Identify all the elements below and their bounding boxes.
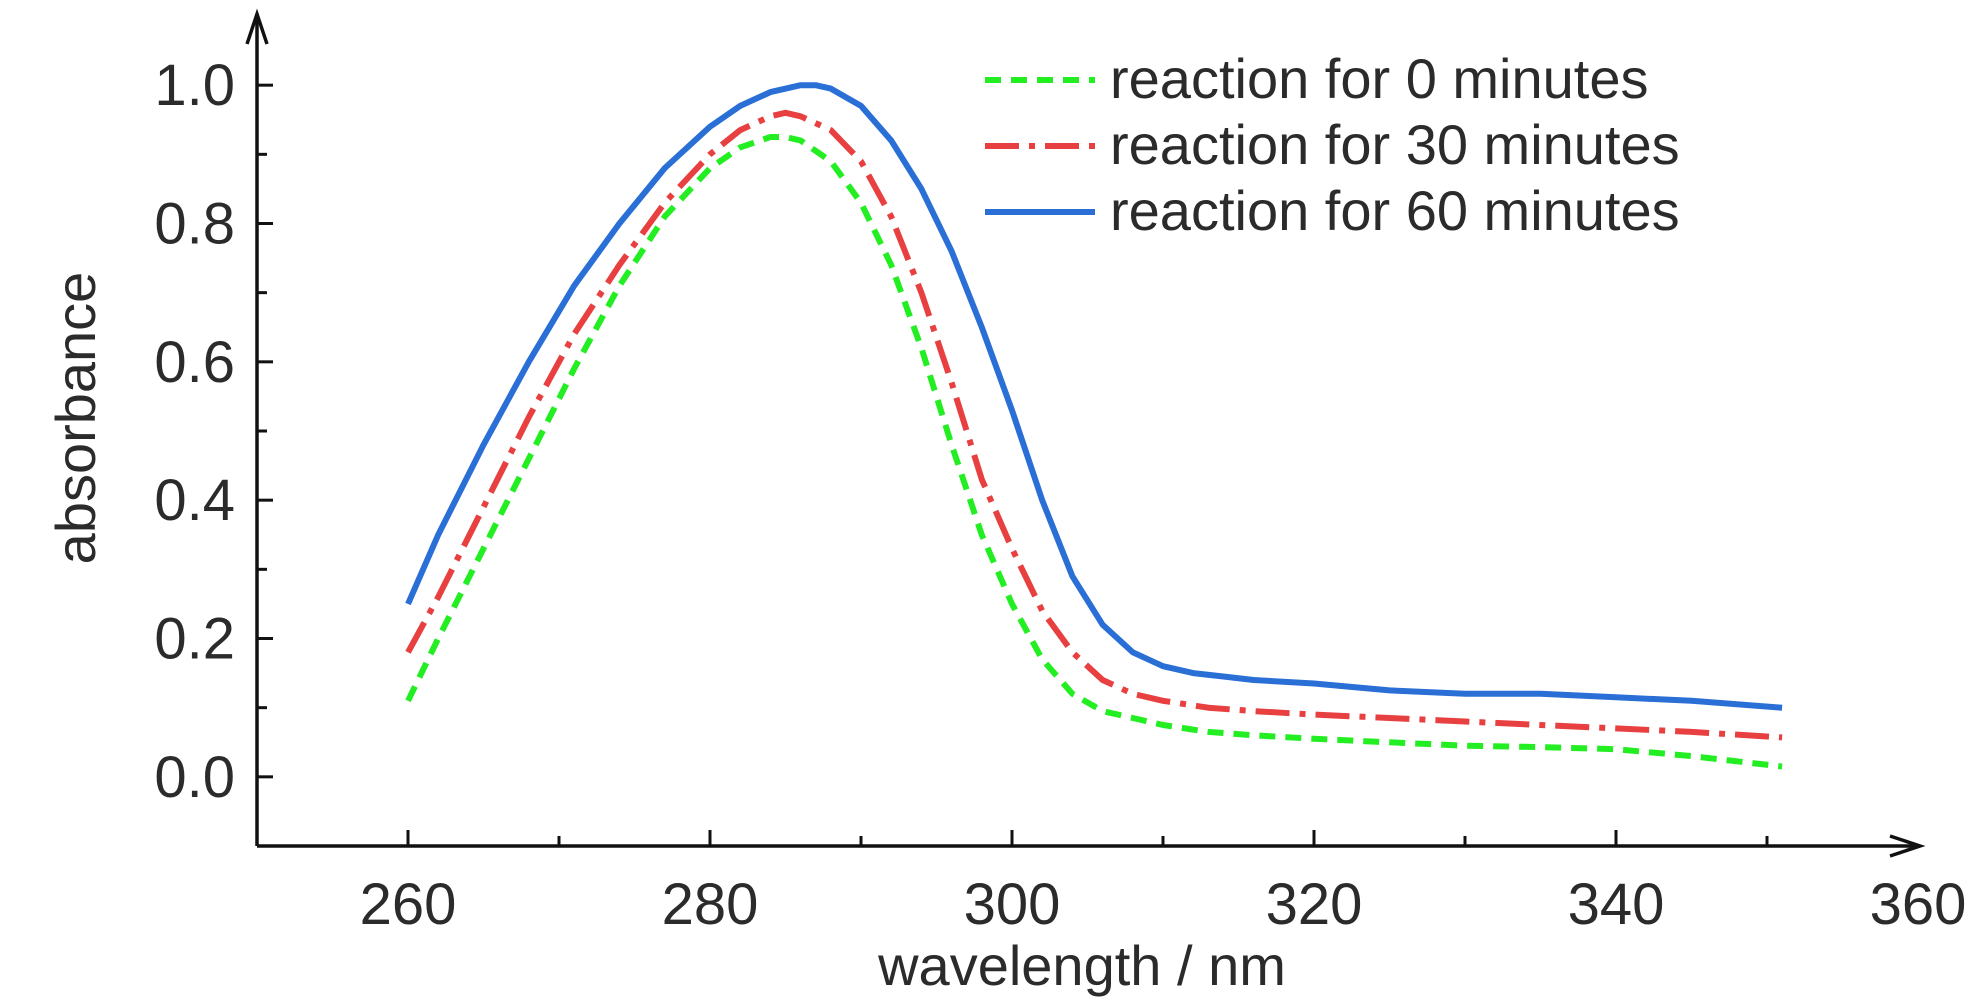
legend-label-3: reaction for 60 minutes xyxy=(1110,179,1680,242)
x-tick-label: 340 xyxy=(1568,872,1665,937)
x-tick-label: 300 xyxy=(964,872,1061,937)
x-tick-label: 280 xyxy=(662,872,759,937)
series-line-1 xyxy=(405,134,1783,770)
legend-label-2: reaction for 30 minutes xyxy=(1110,113,1680,176)
plot-area xyxy=(405,82,1783,770)
x-tick-label: 320 xyxy=(1266,872,1363,937)
x-tick-label: 260 xyxy=(360,872,457,937)
x-axis-title: wavelength / nm xyxy=(877,934,1286,997)
y-tick-label: 0.6 xyxy=(154,330,235,395)
axes: 260 280 300 320 340 360 0.0 0.2 0.4 0.6 0.8 1.0 xyxy=(154,8,1967,937)
x-axis-arrow xyxy=(1889,834,1926,858)
x-tick-label: 360 xyxy=(1870,872,1967,937)
y-axis-arrow xyxy=(245,8,269,45)
y-tick-label: 0.8 xyxy=(154,192,235,257)
series-line-3 xyxy=(405,82,1783,711)
series-line-2 xyxy=(405,109,1783,741)
y-axis-title: absorbance xyxy=(44,272,107,565)
legend-label-1: reaction for 0 minutes xyxy=(1110,47,1648,110)
y-tick-label: 0.2 xyxy=(154,607,235,672)
y-tick-label: 1.0 xyxy=(154,53,235,118)
y-tick-label: 0.4 xyxy=(154,468,235,533)
y-tick-label: 0.0 xyxy=(154,745,235,810)
